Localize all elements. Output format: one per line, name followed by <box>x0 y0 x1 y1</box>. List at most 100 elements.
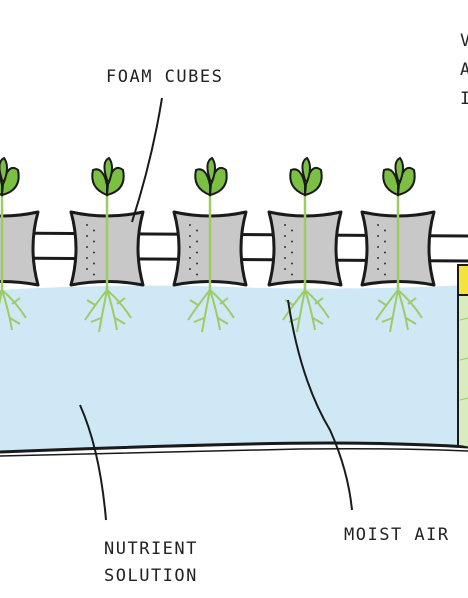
root-strand <box>282 289 306 321</box>
foam-speckle <box>284 246 286 248</box>
foam-speckle <box>291 262 293 265</box>
foam-speckle <box>284 268 286 270</box>
root-strand <box>304 289 330 319</box>
leaf <box>301 156 311 184</box>
foam-speckle <box>86 224 88 226</box>
side-block <box>457 264 468 449</box>
root-strand <box>209 289 221 331</box>
moist-air-label: MOIST AIR <box>344 525 450 545</box>
root-strand <box>312 317 324 325</box>
foam-speckle <box>291 240 293 243</box>
root-strand <box>381 317 393 323</box>
leaf <box>0 156 8 184</box>
foam-speckle <box>93 251 95 254</box>
root-strand <box>86 299 96 306</box>
root-strand <box>116 297 126 305</box>
leaf <box>194 168 211 197</box>
foam-speckle <box>284 235 286 237</box>
root-strand <box>209 289 235 319</box>
root-strand <box>407 297 417 305</box>
foam-speckle <box>196 251 198 254</box>
root-strand <box>0 289 3 295</box>
root-strand <box>1 289 13 331</box>
plant-2 <box>69 156 145 333</box>
root-strand <box>187 289 211 321</box>
root-strand <box>1 289 27 319</box>
foam-cubes-pointer <box>131 97 163 223</box>
nutrient-label-line2: SOLUTION <box>104 566 198 586</box>
root-strand <box>11 297 21 305</box>
edge-letter-3: I <box>460 89 468 109</box>
foam-speckle <box>196 229 198 232</box>
root-strand <box>304 289 316 331</box>
foam-speckle <box>291 273 293 276</box>
root-strand <box>201 289 211 333</box>
root-strand <box>405 317 417 325</box>
foam-speckle <box>284 257 286 259</box>
root-strand <box>193 317 205 323</box>
foam-speckle <box>377 235 379 237</box>
foam-speckle <box>189 246 191 248</box>
foam-speckle <box>189 235 191 237</box>
leaf <box>382 168 399 197</box>
foam-speckle <box>86 268 88 270</box>
foam-speckle <box>86 257 88 259</box>
edge-letter-2: A <box>460 60 468 80</box>
foam-speckle <box>93 240 95 243</box>
plant-1 <box>0 156 40 331</box>
root-strand <box>217 317 229 325</box>
foam-speckle <box>189 257 191 259</box>
foam-cubes-label: FOAM CUBES <box>106 67 223 87</box>
foam-speckle <box>189 268 191 270</box>
foam-speckle <box>196 240 198 243</box>
nutrient-label-line1: NUTRIENT <box>104 539 198 559</box>
foam-speckle <box>284 224 286 226</box>
nutrient-solution <box>0 285 468 452</box>
foam-speckle <box>291 229 293 232</box>
root-strand <box>106 289 132 319</box>
foam-speckle <box>384 262 386 265</box>
foam-speckle <box>196 273 198 276</box>
root-strand <box>397 289 409 331</box>
foam-speckle <box>377 224 379 226</box>
leaf <box>91 168 108 197</box>
leaf <box>394 156 404 184</box>
edge-letter-1: V <box>460 31 468 51</box>
foam-speckle <box>384 251 386 254</box>
root-strand <box>84 289 108 321</box>
root-strand <box>98 289 108 333</box>
root-strand <box>397 289 423 319</box>
nutrient-pointer <box>79 404 107 521</box>
root-strand <box>389 289 399 333</box>
foam-speckle <box>86 235 88 237</box>
root-strand <box>9 317 21 325</box>
foam-speckle <box>86 246 88 248</box>
root-strand <box>375 289 399 321</box>
foam-speckle <box>384 240 386 243</box>
root-strand <box>296 289 306 333</box>
foam-speckle <box>93 262 95 265</box>
root-strand <box>106 289 118 331</box>
foam-speckle <box>93 229 95 232</box>
root-strand <box>90 317 102 323</box>
leaf <box>103 156 113 184</box>
plant-4 <box>267 156 343 333</box>
moist-air-pointer <box>287 299 353 511</box>
foam-speckle <box>377 268 379 270</box>
foam-speckle <box>377 246 379 248</box>
plants <box>0 156 436 333</box>
root-strand <box>377 299 387 306</box>
foam-cube <box>0 210 40 287</box>
foam-speckle <box>384 229 386 232</box>
foam-speckle <box>291 251 293 254</box>
plant-3 <box>172 156 248 333</box>
leaf <box>206 156 216 184</box>
plant-5 <box>360 156 436 333</box>
foam-speckle <box>377 257 379 259</box>
root-strand <box>219 297 229 305</box>
root-strand <box>0 289 3 306</box>
foam-speckle <box>93 273 95 276</box>
foam-speckle <box>189 224 191 226</box>
foam-speckle <box>384 273 386 276</box>
